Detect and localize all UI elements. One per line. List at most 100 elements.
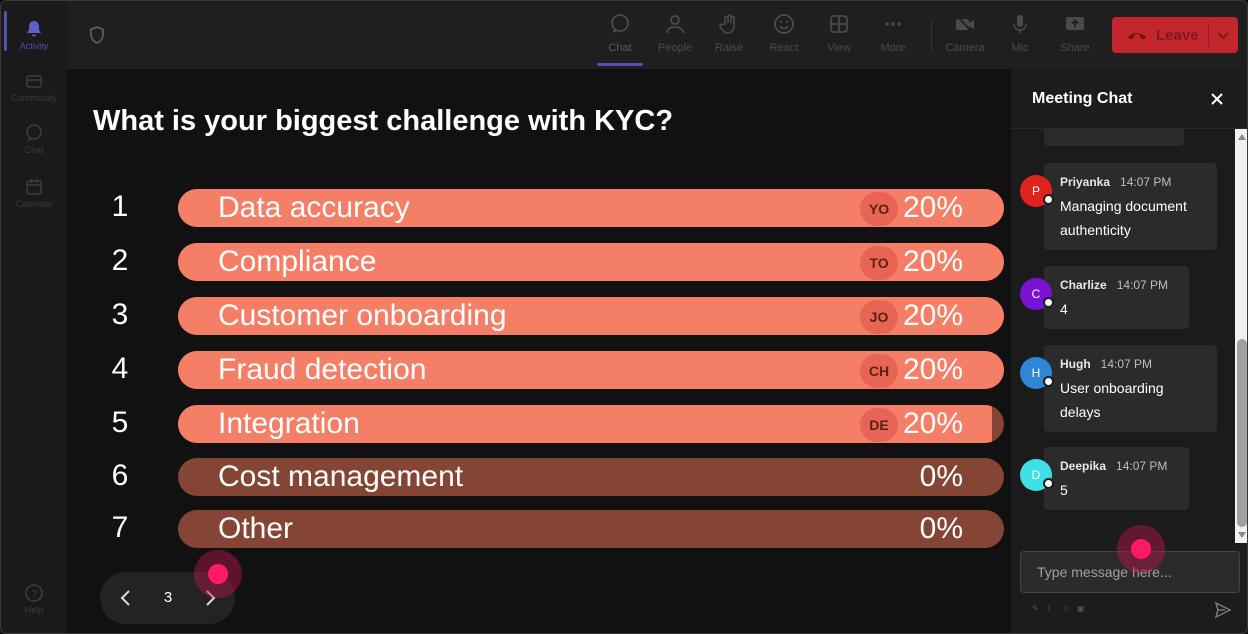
emoji-icon[interactable]: ☺ bbox=[1062, 604, 1071, 613]
rail-item-label: Activity bbox=[19, 41, 49, 51]
message-text: authenticity bbox=[1060, 222, 1131, 238]
rail-item-help[interactable]: ? Help bbox=[1, 575, 67, 623]
poll-option-row: 3 Customer onboarding JO 20% bbox=[67, 295, 1011, 335]
meeting-toolbar: Chat People Raise React View More Camera bbox=[67, 1, 1247, 69]
hand-icon bbox=[719, 14, 735, 34]
page-number: 3 bbox=[163, 589, 173, 606]
mic-icon bbox=[1013, 15, 1027, 33]
chat-messages[interactable]: Priyanka 14:07 PM Managing document authent… bbox=[1011, 129, 1247, 543]
message-bubble: Hugh 14:07 PM User onboarding delays bbox=[1044, 345, 1217, 432]
avatar[interactable]: H bbox=[1020, 357, 1054, 389]
rail-item-calendar[interactable]: Calendar bbox=[1, 169, 67, 217]
option-label: Customer onboarding bbox=[218, 299, 507, 332]
toolbar-mic-button[interactable]: Mic bbox=[994, 11, 1046, 63]
poll-option-row: 1 Data accuracy YO 20% bbox=[67, 187, 1011, 227]
toolbar-view-button[interactable]: View bbox=[813, 11, 865, 63]
message-bubble: Priyanka 14:07 PM Managing document authent… bbox=[1044, 163, 1217, 250]
grid-icon bbox=[830, 15, 848, 33]
toolbar-button-label: People bbox=[657, 42, 693, 54]
avatar-initial: P bbox=[1031, 184, 1040, 198]
option-number: 5 bbox=[111, 406, 129, 439]
voter-avatar: JO bbox=[860, 300, 898, 334]
sender-name: Priyanka bbox=[1060, 175, 1111, 189]
option-number: 7 bbox=[111, 511, 129, 544]
option-label: Compliance bbox=[218, 245, 377, 278]
cursor-click-indicator bbox=[1117, 525, 1165, 573]
leave-button[interactable]: Leave bbox=[1112, 17, 1238, 53]
presence-dot bbox=[1043, 478, 1054, 489]
chevron-down-icon[interactable] bbox=[1215, 27, 1231, 43]
toolbar-button-label: View bbox=[827, 42, 851, 54]
previous-message-bubble bbox=[1044, 129, 1184, 146]
voter-avatar: TO bbox=[860, 246, 898, 280]
toolbar-camera-button[interactable]: Camera bbox=[939, 11, 991, 63]
toolbar-react-button[interactable]: React bbox=[758, 11, 810, 63]
rail-item-label: Community bbox=[11, 93, 57, 103]
message-text: User onboarding bbox=[1060, 380, 1164, 396]
chat-header-divider bbox=[1011, 128, 1247, 129]
poll-results: What is your biggest challenge with KYC?… bbox=[67, 69, 1011, 633]
toolbar-raise-button[interactable]: Raise bbox=[703, 11, 755, 63]
toolbar-more-button[interactable]: More bbox=[867, 11, 919, 63]
toolbar-button-label: Chat bbox=[608, 42, 632, 54]
active-tab-indicator bbox=[597, 63, 643, 66]
avatar[interactable]: C bbox=[1020, 278, 1054, 310]
people-icon bbox=[666, 15, 684, 34]
poll-question: What is your biggest challenge with KYC? bbox=[93, 105, 674, 137]
message-timestamp: 14:07 PM bbox=[1120, 175, 1172, 189]
toolbar-button-label: Mic bbox=[1011, 42, 1029, 54]
message-header: Priyanka 14:07 PM bbox=[1060, 173, 1201, 191]
close-icon[interactable] bbox=[1209, 91, 1225, 107]
bell-icon bbox=[27, 21, 41, 37]
avatar[interactable]: P bbox=[1020, 175, 1054, 207]
sender-name: Deepika bbox=[1060, 459, 1107, 473]
scroll-thumb[interactable] bbox=[1237, 339, 1247, 527]
toolbar-share-button[interactable]: Share bbox=[1049, 11, 1101, 63]
rail-item-chat[interactable]: Chat bbox=[1, 115, 67, 163]
avatar-initial: H bbox=[1031, 366, 1041, 380]
option-label: Fraud detection bbox=[218, 353, 427, 386]
chat-message-input[interactable] bbox=[1020, 551, 1240, 593]
toolbar-button-label: More bbox=[880, 42, 906, 54]
camera-off-icon bbox=[956, 15, 974, 34]
message-timestamp: 14:07 PM bbox=[1116, 459, 1168, 473]
poll-option-row: 6 Cost management 0% bbox=[67, 456, 1011, 496]
chevron-left-icon[interactable] bbox=[116, 588, 136, 608]
voter-avatar: DE bbox=[860, 408, 898, 442]
chevron-right-icon[interactable] bbox=[200, 588, 220, 608]
option-label: Data accuracy bbox=[218, 191, 410, 224]
rail-item-label: Help bbox=[24, 605, 44, 615]
scroll-down-arrow[interactable] bbox=[1238, 532, 1246, 538]
sender-name: Charlize bbox=[1060, 278, 1107, 292]
option-bar bbox=[178, 510, 1004, 548]
toolbar-chat-button[interactable]: Chat bbox=[594, 11, 646, 63]
rail-item-community[interactable]: Community bbox=[1, 63, 67, 111]
message-header: Deepika 14:07 PM bbox=[1060, 457, 1173, 475]
scroll-up-arrow[interactable] bbox=[1238, 134, 1246, 140]
presence-dot bbox=[1043, 297, 1054, 308]
help-icon: ? bbox=[25, 584, 43, 602]
avatar[interactable]: D bbox=[1020, 459, 1054, 491]
more-icon bbox=[885, 22, 901, 26]
format-toolbar: ✎ ⌇ ☺ ▣ bbox=[1032, 604, 1086, 613]
message-text: 4 bbox=[1060, 301, 1068, 317]
toolbar-people-button[interactable]: People bbox=[649, 11, 701, 63]
option-bar bbox=[178, 458, 1004, 496]
poll-option-row: 2 Compliance TO 20% bbox=[67, 241, 1011, 281]
message-timestamp: 14:07 PM bbox=[1116, 278, 1169, 292]
attach-icon[interactable]: ⌇ bbox=[1047, 604, 1051, 613]
message-text: 5 bbox=[1060, 482, 1068, 498]
chat-scrollbar[interactable] bbox=[1235, 129, 1247, 543]
shield-icon[interactable] bbox=[87, 25, 107, 45]
meeting-chat-panel: Meeting Chat Priyanka 14:07 PM Managing do… bbox=[1011, 69, 1247, 633]
message-timestamp: 14:07 PM bbox=[1100, 357, 1153, 371]
option-number: 2 bbox=[111, 244, 129, 277]
toolbar-button-label: Camera bbox=[945, 42, 985, 54]
gif-icon[interactable]: ▣ bbox=[1077, 604, 1085, 613]
rail-item-activity[interactable]: Activity bbox=[1, 11, 67, 59]
send-icon[interactable] bbox=[1214, 601, 1232, 619]
voter-avatar: YO bbox=[860, 192, 898, 226]
format-icon[interactable]: ✎ bbox=[1032, 604, 1039, 613]
cursor-click-indicator bbox=[194, 550, 242, 598]
chat-title: Meeting Chat bbox=[1032, 90, 1133, 107]
